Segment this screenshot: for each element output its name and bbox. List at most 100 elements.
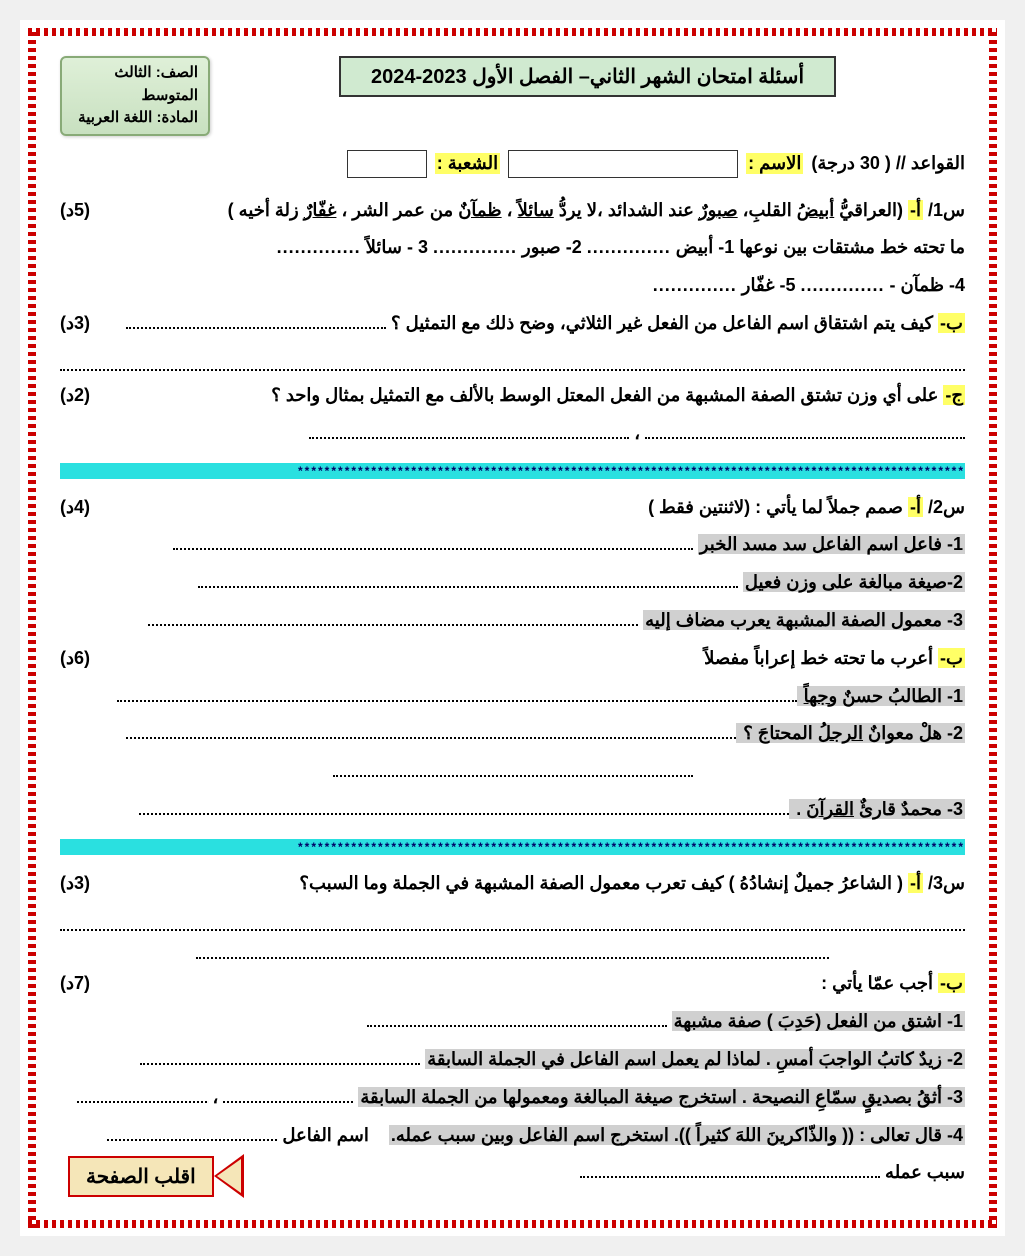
q3a-blank2 <box>196 937 830 959</box>
q1-a: س1/ أ- (العراقيُّ أبيضُ القلبِ، صبورٌ عن… <box>60 192 965 230</box>
q1a-opt5: 5- غفّار <box>742 275 796 295</box>
dots3: .............. <box>277 229 361 267</box>
q1a-u2: صبورٌ <box>699 200 738 220</box>
q3b-1: 1- اشتق من الفعل (حَدِبَ ) صفة مشبهة <box>60 1003 965 1041</box>
q2b-marks: (6د) <box>60 640 90 678</box>
q3b3-text: 3- أثقُ بصديقٍ سمّاعِ النصيحة . استخرج ص… <box>358 1087 965 1107</box>
q2b-3: 3- محمدٌ قارئٌ القرآنَ . <box>60 791 965 829</box>
q1c-letter: ج- <box>943 385 965 405</box>
q1-c: ج- على أي وزن تشتق الصفة المشبهة من الفع… <box>60 377 965 415</box>
q2b2-lead: 2- هلْ معوانٌ <box>868 723 963 743</box>
q3b-text: أجب عمّا يأتي : <box>821 973 933 993</box>
q2-prefix: س2/ <box>928 497 965 517</box>
q2a-1: 1- فاعل اسم الفاعل سد مسد الخبر <box>60 526 965 564</box>
name-row: القواعد // ( 30 درجة) الاسم : الشعبة : <box>60 150 965 178</box>
dots4: .............. <box>801 267 885 305</box>
q1a-marks: (5د) <box>60 192 90 230</box>
q2b1-u: وجهاً <box>804 686 838 706</box>
q2b-2-extra <box>60 753 965 791</box>
section-blank[interactable] <box>347 150 427 178</box>
exam-page: أسئلة امتحان الشهر الثاني– الفصل الأول 2… <box>20 20 1005 1236</box>
header-row: أسئلة امتحان الشهر الثاني– الفصل الأول 2… <box>60 56 965 136</box>
q3b-letter: ب- <box>938 973 965 993</box>
dots5: .............. <box>653 267 737 305</box>
subject-label: المادة: <box>156 109 198 126</box>
q1b-blank <box>60 349 965 371</box>
q1a-m2: عند الشدائد ،لا يردُّ <box>559 200 694 220</box>
q3b-2: 2- زيدٌ كاتبُ الواجبَ أمسِ . لماذا لم يع… <box>60 1041 965 1079</box>
q1-prefix: س1/ <box>928 200 965 220</box>
q1a-u4: ظمآنٌ <box>458 200 501 220</box>
flip-page-arrow: اقلب الصفحة <box>68 1154 244 1198</box>
name-blank[interactable] <box>508 150 738 178</box>
q1b-letter: ب- <box>938 313 965 333</box>
q2a-marks: (4د) <box>60 489 90 527</box>
q1a-opt4: 4- ظمآن - <box>890 275 965 295</box>
q3b-4: 4- قال تعالى : (( والذّاكرينَ اللهَ كثير… <box>60 1117 965 1155</box>
q3b-marks: (7د) <box>60 965 90 1003</box>
q1c-text: على أي وزن تشتق الصفة المشبهة من الفعل ا… <box>271 385 938 405</box>
q3a-paren: ( الشاعرُ جميلٌ إنشادُهُ ) <box>729 873 903 893</box>
q2a1-text: 1- فاعل اسم الفاعل سد مسد الخبر <box>698 534 965 554</box>
q1c-marks: (2د) <box>60 377 90 415</box>
q2b3-lead: 3- محمدٌ قارئٌ <box>859 799 963 819</box>
q1a-u1: أبيضُ <box>797 200 835 220</box>
q3b1-text: 1- اشتق من الفعل (حَدِبَ ) صفة مشبهة <box>672 1011 965 1031</box>
q1a-m4: من عمر الشر ، <box>341 200 453 220</box>
q2b3-u: القرآنَ <box>806 799 854 819</box>
dots1: .............. <box>587 229 671 267</box>
q3b4b-text: اسم الفاعل <box>282 1125 369 1145</box>
q3-prefix: س3/ <box>928 873 965 893</box>
q2b-2: 2- هلْ معوانٌ الرجلُ المحتاجَ ؟ <box>60 715 965 753</box>
q1-a-letter: أ- <box>908 200 923 220</box>
subject-value: اللغة العربية <box>78 109 152 126</box>
separator-1 <box>60 463 965 479</box>
q2a-2: 2-صيغة مبالغة على وزن فعيل <box>60 564 965 602</box>
q1b-text: كيف يتم اشتقاق اسم الفاعل من الفعل غير ا… <box>391 313 933 333</box>
q3-b: ب- أجب عمّا يأتي : (7د) <box>60 965 965 1003</box>
arrow-head-icon <box>214 1154 244 1198</box>
q1a-u5: غفّارٌ <box>304 200 337 220</box>
q3a-marks: (3د) <box>60 865 90 903</box>
q1a-opt1: 1- أبيض <box>676 237 735 257</box>
q3b4a-text: 4- قال تعالى : (( والذّاكرينَ اللهَ كثير… <box>389 1125 965 1145</box>
q3a-letter: أ- <box>908 873 923 893</box>
section-label: الشعبة : <box>435 153 500 174</box>
q1a-sub: ما تحته خط مشتقات بين نوعها <box>739 237 965 257</box>
q3b2-text: 2- زيدٌ كاتبُ الواجبَ أمسِ . لماذا لم يع… <box>425 1049 965 1069</box>
q1c-blank: ، <box>60 415 965 453</box>
q2a3-text: 3- معمول الصفة المشبهة يعرب مضاف إليه <box>643 610 965 630</box>
q3b5-text: سبب عمله <box>885 1162 965 1182</box>
q1a-m1: القلبِ، <box>743 200 792 220</box>
q1a-m3: ، <box>507 200 513 220</box>
q2-b: ب- أعرب ما تحته خط إعراباً مفصلاً (6د) <box>60 640 965 678</box>
q2a2-text: 2-صيغة مبالغة على وزن فعيل <box>743 572 965 592</box>
q2b3-tail: . <box>796 799 801 819</box>
q1a-u3: سائلاً <box>517 200 553 220</box>
class-info-box: الصف: الثالث المتوسط المادة: اللغة العرب… <box>60 56 210 136</box>
q2b1-lead: 1- الطالبُ حسنٌ <box>842 686 963 706</box>
q2a-3: 3- معمول الصفة المشبهة يعرب مضاف إليه <box>60 602 965 640</box>
grammar-marks-label: القواعد // ( 30 درجة) <box>811 153 965 174</box>
separator-2 <box>60 839 965 855</box>
name-label: الاسم : <box>746 153 803 174</box>
flip-page-label: اقلب الصفحة <box>68 1156 214 1197</box>
q2b2-tail: المحتاجَ ؟ <box>743 723 813 743</box>
q2b-letter: ب- <box>938 648 965 668</box>
q1a-opt3: 3 - سائلاً <box>366 237 428 257</box>
q2-a: س2/ أ- صمم جملاً لما يأتي : (لاثنتين فقط… <box>60 489 965 527</box>
q1-b: ب- كيف يتم اشتقاق اسم الفاعل من الفعل غي… <box>60 305 965 343</box>
q1a-tail: زلة أخيه ) <box>228 200 299 220</box>
exam-title: أسئلة امتحان الشهر الثاني– الفصل الأول 2… <box>339 56 836 97</box>
q3a-text: كيف تعرب معمول الصفة المشبهة في الجملة و… <box>299 873 723 893</box>
q1a-opt2: 2- صبور <box>522 237 582 257</box>
q3a-blank1 <box>60 909 965 931</box>
q3b-3: 3- أثقُ بصديقٍ سمّاعِ النصيحة . استخرج ص… <box>60 1079 965 1117</box>
q2b-text: أعرب ما تحته خط إعراباً مفصلاً <box>704 648 933 668</box>
q3-a: س3/ أ- ( الشاعرُ جميلٌ إنشادُهُ ) كيف تع… <box>60 865 965 903</box>
q2a-text: صمم جملاً لما يأتي : (لاثنتين فقط ) <box>648 497 903 517</box>
q1a-subline2: 4- ظمآن - .............. 5- غفّار ......… <box>60 267 965 305</box>
q1a-lead: (العراقيُّ <box>839 200 903 220</box>
q2b-1: 1- الطالبُ حسنٌ وجهاً <box>60 678 965 716</box>
dots2: .............. <box>433 229 517 267</box>
